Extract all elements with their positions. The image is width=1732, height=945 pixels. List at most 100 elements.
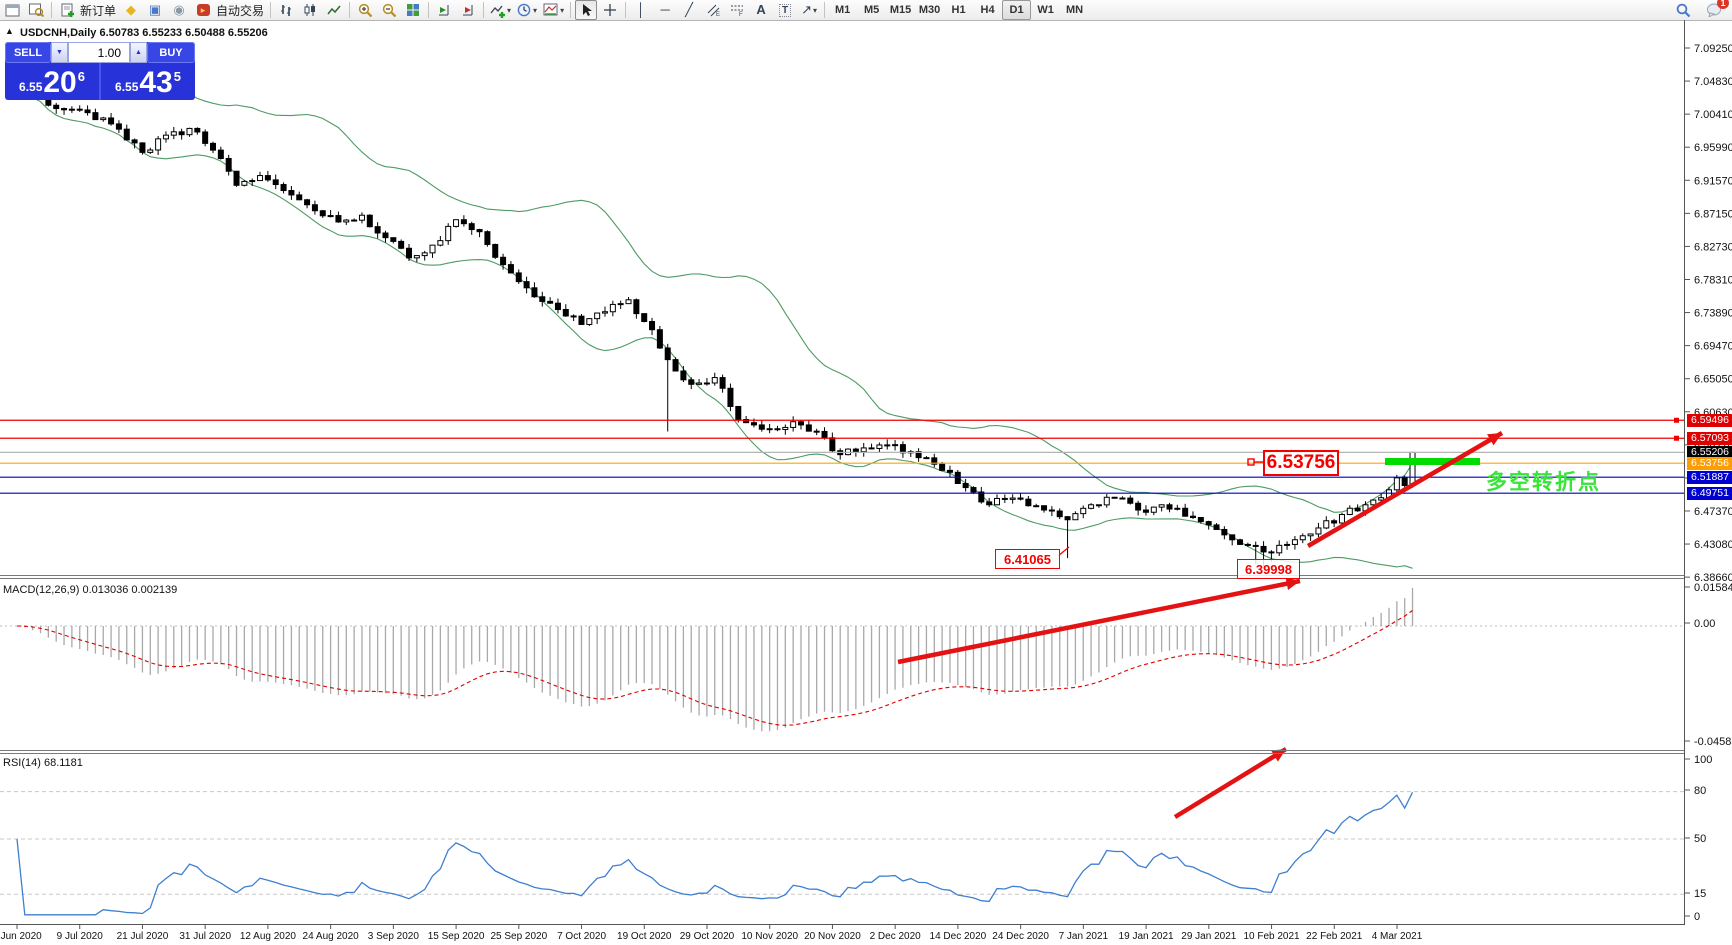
timeframe-m1[interactable]: M1	[834, 4, 851, 16]
zoom-out-icon[interactable]	[378, 0, 400, 20]
swing-low-annotation-1[interactable]: 6.41065	[995, 549, 1060, 569]
text-tool-icon[interactable]: A	[756, 2, 766, 17]
sell-price-small: 6.55	[19, 80, 43, 94]
terminal-icon[interactable]: ▣	[148, 2, 162, 17]
auto-scroll-icon[interactable]	[457, 0, 479, 20]
svg-text:10 Nov 2020: 10 Nov 2020	[741, 931, 798, 942]
trendline-tool-icon[interactable]: ╱	[685, 2, 693, 17]
templates-icon[interactable]: ▾	[541, 0, 566, 20]
svg-text:100: 100	[1694, 754, 1712, 766]
tile-windows-icon[interactable]	[402, 0, 424, 20]
signals-icon[interactable]: ◉	[173, 2, 185, 17]
label-tool-icon[interactable]: T	[774, 0, 796, 20]
toolbar-separator	[428, 2, 430, 18]
volume-input[interactable]: 1.00	[68, 42, 130, 63]
svg-text:6.82730: 6.82730	[1694, 241, 1732, 253]
price-badge-65709: 6.57093	[1687, 432, 1732, 445]
volume-down-button[interactable]: ▼	[51, 42, 68, 63]
sell-price[interactable]: 6.55 20 6	[5, 63, 101, 100]
svg-text:-0.045854: -0.045854	[1694, 736, 1732, 748]
svg-text:21 Jul 2020: 21 Jul 2020	[117, 931, 169, 942]
timeframe-h1[interactable]: H1	[951, 4, 966, 16]
svg-text:6.47370: 6.47370	[1694, 506, 1732, 518]
indicators-icon[interactable]: ▾	[488, 0, 513, 20]
swing-low-annotation-2[interactable]: 6.39998	[1237, 559, 1300, 579]
svg-text:19 Oct 2020: 19 Oct 2020	[617, 931, 672, 942]
svg-text:6.43080: 6.43080	[1694, 539, 1732, 551]
search-icon[interactable]	[1672, 0, 1694, 20]
sell-price-sup: 6	[77, 69, 85, 84]
buy-button[interactable]: BUY	[147, 42, 195, 63]
turning-point-annotation[interactable]: 多空转折点	[1486, 471, 1601, 494]
svg-text:9 Jun 2020: 9 Jun 2020	[0, 931, 42, 942]
svg-text:E: E	[716, 12, 720, 17]
toolbar-separator	[570, 2, 572, 18]
vertical-line-tool-icon[interactable]: │	[637, 2, 646, 17]
toolbar-separator	[625, 2, 627, 18]
sell-price-big: 20	[43, 66, 77, 99]
svg-text:15 Sep 2020: 15 Sep 2020	[428, 931, 485, 942]
svg-text:31 Jul 2020: 31 Jul 2020	[179, 931, 231, 942]
candle-chart-type-icon[interactable]	[299, 0, 321, 20]
buy-price-sup: 5	[173, 69, 181, 84]
periods-icon[interactable]: ▾	[515, 0, 539, 20]
bar-chart-type-icon[interactable]	[275, 0, 297, 20]
toolbar-separator	[349, 2, 351, 18]
chart-corner-icon[interactable]: ▲	[5, 26, 14, 36]
data-window-icon[interactable]	[25, 0, 47, 20]
timeframe-m15[interactable]: M15	[889, 4, 912, 16]
svg-text:20 Nov 2020: 20 Nov 2020	[804, 931, 861, 942]
cursor-tool-icon[interactable]	[575, 0, 598, 20]
chart-shift-icon[interactable]	[433, 0, 455, 20]
mql-community-icon[interactable]: ◆	[126, 2, 137, 17]
horizontal-line-tool-icon[interactable]: ─	[660, 2, 670, 17]
timeframe-m30[interactable]: M30	[918, 4, 941, 16]
svg-text:6.65050: 6.65050	[1694, 374, 1732, 386]
buy-price-big: 43	[139, 66, 173, 99]
sell-button[interactable]: SELL	[5, 42, 51, 63]
volume-up-button[interactable]: ▲	[130, 42, 147, 63]
zoom-in-icon[interactable]	[354, 0, 376, 20]
timeframe-d1[interactable]: D1	[1002, 0, 1032, 20]
channel-tool-icon[interactable]: E	[702, 0, 724, 20]
timeframe-w1[interactable]: W1	[1037, 4, 1054, 16]
chat-icon[interactable]: 1	[1703, 0, 1729, 20]
chart-title: USDCNH,Daily 6.50783 6.55233 6.50488 6.5…	[20, 27, 268, 39]
autotrading-button[interactable]: 自动交易	[216, 3, 265, 18]
buy-price-small: 6.55	[115, 80, 139, 94]
shapes-tool-icon[interactable]: ↗ ▾	[801, 2, 818, 17]
new-order-icon[interactable]	[56, 0, 78, 20]
main-toolbar: 新订单 ◆ ▣ ◉ ▸ 自动交易 ▾ ▾ ▾	[0, 0, 1732, 21]
price-badge-65949: 6.59496	[1687, 414, 1732, 427]
timeframe-m5[interactable]: M5	[863, 4, 880, 16]
fibonacci-tool-icon[interactable]: F	[726, 0, 748, 20]
buy-price[interactable]: 6.55 43 5	[101, 63, 195, 100]
autotrading-icon[interactable]: ▸	[192, 0, 214, 20]
price-badge-65188: 6.51887	[1687, 471, 1732, 484]
price-chart-svg[interactable]: 7.09250 7.04830 7.00410 6.95990 6.91570 6.871…	[0, 20, 1732, 945]
svg-text:4 Mar 2021: 4 Mar 2021	[1372, 931, 1423, 942]
timeframe-h4[interactable]: H4	[980, 4, 995, 16]
svg-text:F: F	[739, 12, 743, 17]
toolbar-separator	[270, 2, 272, 18]
svg-text:6.87150: 6.87150	[1694, 208, 1732, 220]
chart-window-icon[interactable]	[1, 0, 23, 20]
svg-text:6.91570: 6.91570	[1694, 175, 1732, 187]
svg-text:6.38660: 6.38660	[1694, 572, 1732, 584]
price-badge-65375: 6.53756	[1687, 457, 1732, 470]
svg-text:7.09250: 7.09250	[1694, 43, 1732, 55]
new-order-button[interactable]: 新订单	[80, 3, 117, 18]
resistance-price-annotation[interactable]: 6.53756	[1263, 450, 1339, 476]
timeframe-mn[interactable]: MN	[1066, 4, 1084, 16]
crosshair-tool-icon[interactable]	[599, 0, 621, 20]
price-badge-64975: 6.49751	[1687, 487, 1732, 500]
svg-text:24 Dec 2020: 24 Dec 2020	[992, 931, 1049, 942]
svg-text:15: 15	[1694, 888, 1706, 900]
macd-label: MACD(12,26,9) 0.013036 0.002139	[3, 584, 178, 596]
svg-text:6.73890: 6.73890	[1694, 308, 1732, 320]
svg-text:7 Jan 2021: 7 Jan 2021	[1059, 931, 1109, 942]
line-chart-type-icon[interactable]	[323, 0, 345, 20]
toolbar-separator	[51, 2, 52, 18]
svg-text:14 Dec 2020: 14 Dec 2020	[930, 931, 987, 942]
